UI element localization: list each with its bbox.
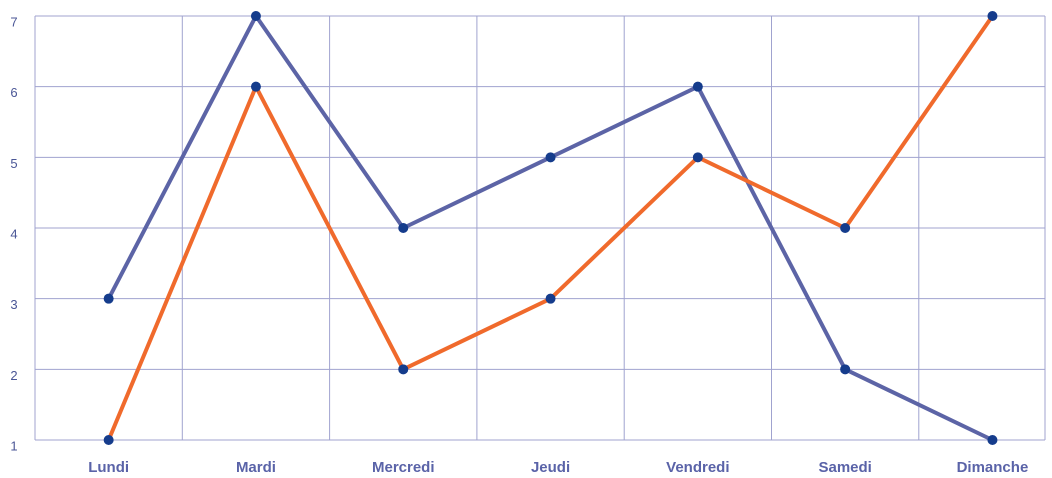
x-tick-label: Mardi xyxy=(236,459,276,476)
x-tick-label: Samedi xyxy=(818,459,871,476)
y-tick-label: 2 xyxy=(10,368,17,383)
point-marker xyxy=(103,435,114,445)
point-marker xyxy=(692,81,703,92)
point-marker xyxy=(840,223,851,233)
point-marker xyxy=(103,293,114,304)
y-tick-label: 1 xyxy=(10,438,17,453)
x-tick-label: Mercredi xyxy=(372,459,435,476)
y-tick-label: 7 xyxy=(10,14,17,29)
x-tick-label: Jeudi xyxy=(531,459,570,476)
y-tick-label: 6 xyxy=(10,85,17,100)
y-tick-label: 3 xyxy=(10,297,17,312)
y-tick-label: 4 xyxy=(10,226,17,241)
point-marker xyxy=(840,364,851,375)
point-marker xyxy=(692,152,703,163)
x-tick-label: Lundi xyxy=(88,459,129,476)
x-tick-label: Dimanche xyxy=(957,459,1029,476)
point-marker xyxy=(398,223,409,233)
point-marker xyxy=(250,81,261,92)
x-tick-label: Vendredi xyxy=(666,459,729,476)
y-tick-label: 5 xyxy=(10,156,17,171)
point-marker xyxy=(398,364,409,375)
point-marker xyxy=(250,11,261,21)
point-marker xyxy=(987,435,998,445)
point-marker xyxy=(987,11,998,21)
point-marker xyxy=(545,152,556,163)
point-marker xyxy=(545,293,556,304)
